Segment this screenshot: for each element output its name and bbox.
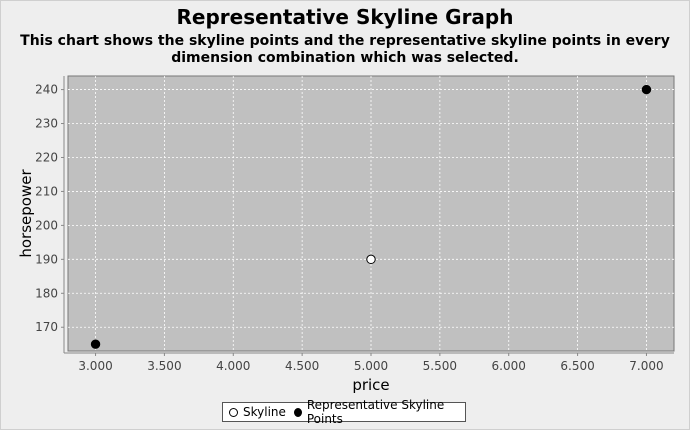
y-tick-label: 240	[35, 83, 58, 97]
x-tick-label: 6.000	[492, 359, 526, 373]
chart-title: Representative Skyline Graph	[176, 5, 514, 29]
scatter-chart: 3.000 3.500 4.000 4.500 5.000 5.500 6.000 6.500…	[17, 75, 675, 394]
legend-item-representative: Representative Skyline Points	[293, 398, 457, 426]
x-tick-label: 4.500	[285, 359, 319, 373]
skyline-point	[366, 254, 376, 265]
y-tick-label: 200	[35, 218, 58, 232]
legend: Skyline Representative Skyline Points	[222, 398, 466, 426]
chart-subtitle: This chart shows the skyline points and …	[20, 33, 670, 66]
x-tick-label: 3.000	[78, 359, 112, 373]
x-tick-label: 7.000	[629, 359, 663, 373]
tick-labels: 3.000 3.500 4.000 4.500 5.000 5.500 6.000 6.500…	[35, 83, 664, 373]
x-tick-label: 5.500	[423, 359, 457, 373]
y-tick-label: 230	[35, 117, 58, 131]
y-tick-label: 220	[35, 150, 58, 164]
x-tick-label: 6.500	[560, 359, 594, 373]
y-tick-label: 180	[35, 286, 58, 300]
data-points	[90, 84, 652, 349]
legend-label: Representative Skyline Points	[306, 398, 445, 426]
y-tick-label: 210	[35, 184, 58, 198]
legend-label: Skyline	[243, 405, 286, 419]
representative-skyline-point	[90, 339, 101, 349]
open-circle-icon	[229, 407, 238, 417]
y-tick-label: 190	[35, 252, 58, 266]
y-axis-label: horsepower	[17, 169, 35, 258]
x-tick-label: 5.000	[354, 359, 388, 373]
x-tick-label: 4.000	[216, 359, 250, 373]
gridlines	[68, 76, 674, 351]
legend-item-skyline: Skyline	[229, 405, 286, 419]
filled-circle-icon	[293, 407, 302, 417]
y-tick-label: 170	[35, 320, 58, 334]
x-tick-label: 3.500	[147, 359, 181, 373]
representative-skyline-point	[641, 84, 652, 95]
axes	[63, 76, 674, 354]
x-axis-label: price	[352, 376, 389, 394]
